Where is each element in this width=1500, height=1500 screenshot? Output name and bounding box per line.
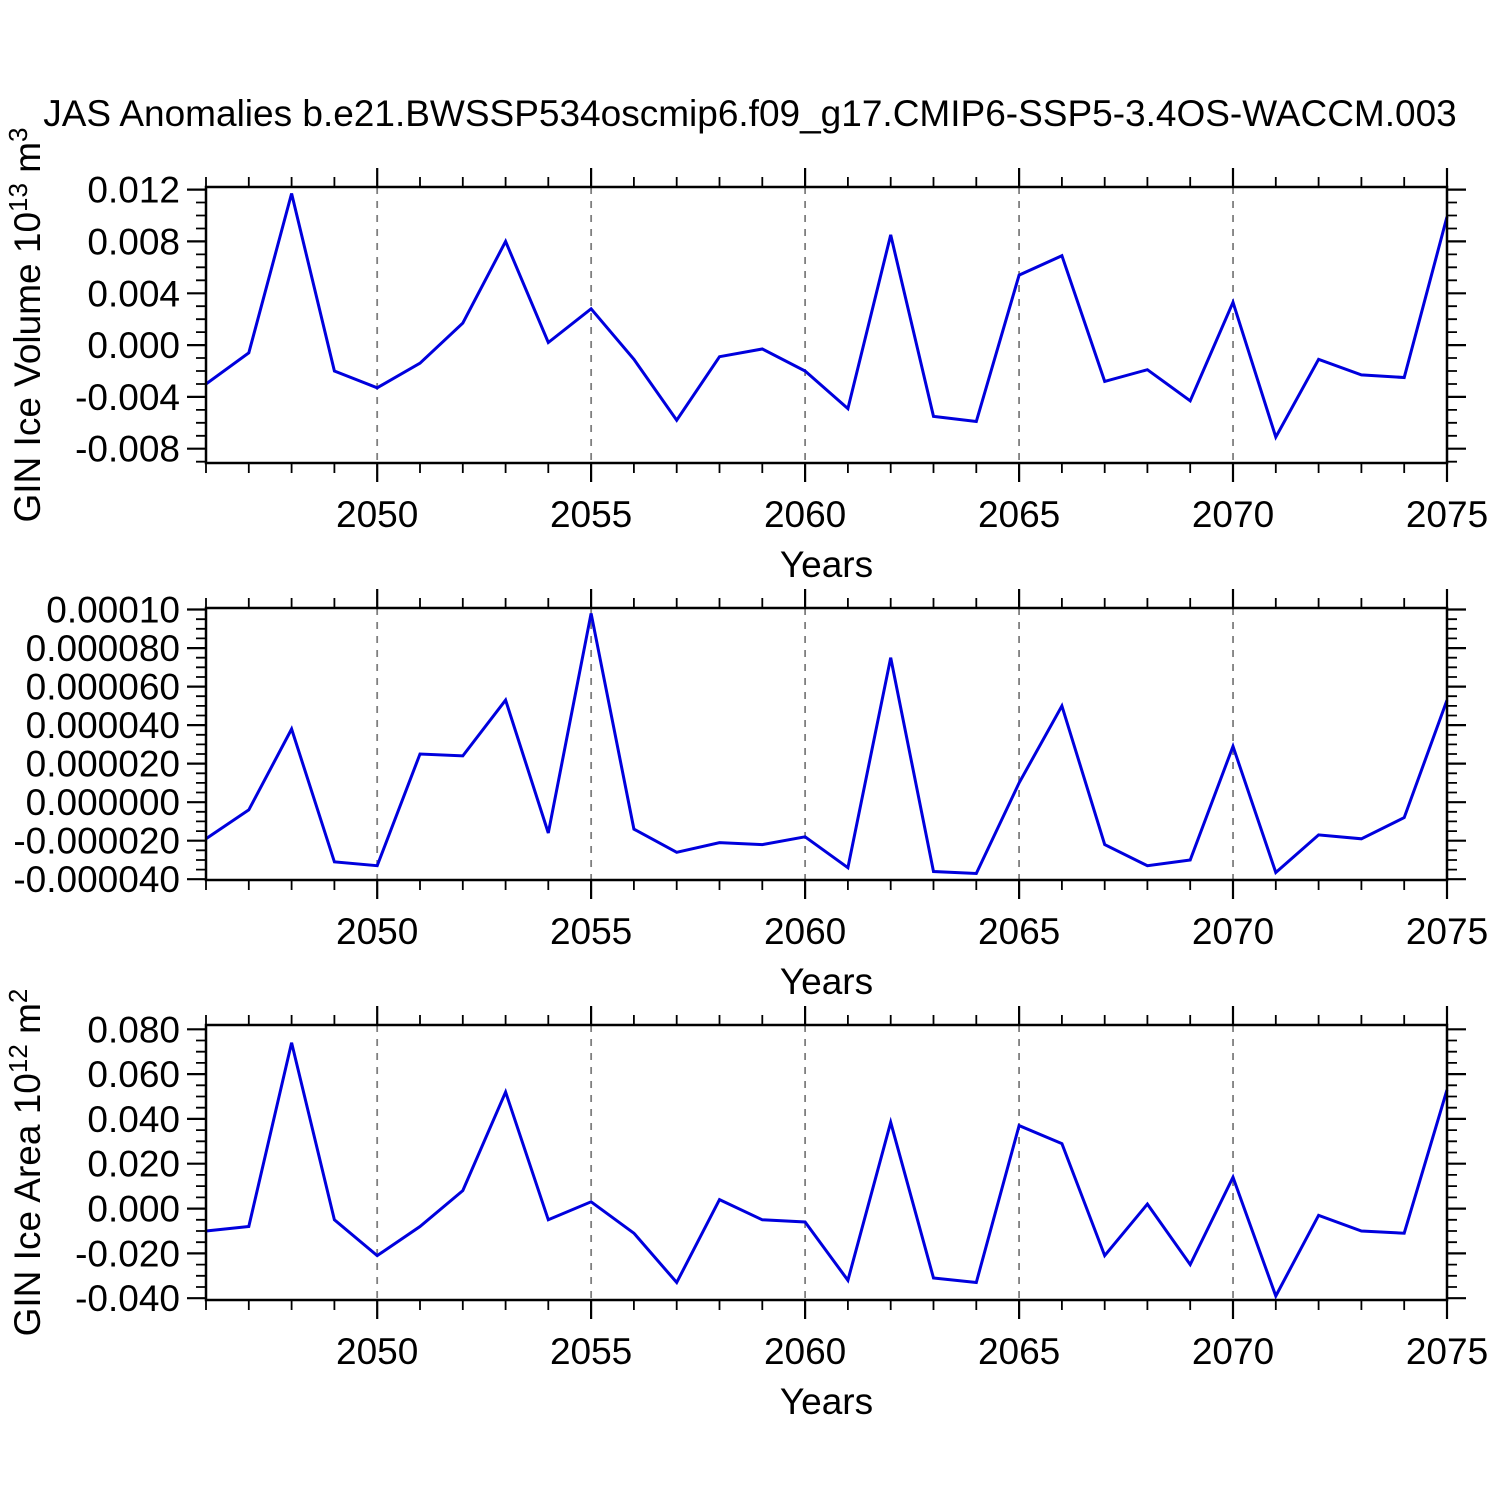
minor-ticks [196, 1015, 1457, 1310]
x-tick-label: 2075 [1406, 1331, 1488, 1372]
x-tick-label: 2055 [550, 911, 632, 952]
major-ticks [187, 589, 1466, 899]
x-tick-label: 2055 [550, 1331, 632, 1372]
x-tick-label: 2060 [764, 911, 846, 952]
panel-gin-ice-middle-series: 2050 2055 2060 2065 2070 20750.000100.0000800… [13, 589, 1488, 1002]
y-axis-title-superscript: 12 [3, 1044, 33, 1073]
x-tick-label: 2050 [336, 911, 418, 952]
x-axis-title: Years [780, 1381, 873, 1422]
plot-frame [204, 1023, 1449, 1302]
y-axis-title-superscript: 3 [3, 127, 33, 141]
y-axis-title: GIN Ice Volume 1013 m3 [3, 127, 48, 522]
y-axis-title-text: m [7, 1003, 48, 1044]
y-tick-label: 0.000040 [26, 705, 180, 746]
x-tick-label: 2050 [336, 494, 418, 535]
x-tick-label: 2055 [550, 494, 632, 535]
chart-title: JAS Anomalies b.e21.BWSSP534oscmip6.f09_… [43, 93, 1457, 134]
y-axis-title: GIN Ice Area 1012 m2 [3, 989, 48, 1337]
major-ticks [187, 1006, 1466, 1319]
x-tick-label: 2060 [764, 494, 846, 535]
x-tick-label: 2065 [978, 911, 1060, 952]
x-axis-title: Years [780, 961, 873, 1002]
data-line [205, 1042, 1449, 1300]
y-tick-label: 0.012 [87, 170, 180, 211]
y-axis-title-text: m [7, 142, 48, 183]
plot-frame [204, 185, 1449, 465]
y-tick-label: 0.00010 [46, 590, 180, 631]
x-tick-label: 2075 [1406, 911, 1488, 952]
y-tick-label: 0.008 [87, 221, 180, 262]
y-tick-label: 0.000 [87, 325, 180, 366]
y-tick-label: -0.000020 [13, 821, 180, 862]
y-axis-title-text: GIN Ice Area 10 [7, 1073, 48, 1336]
data-line [205, 613, 1449, 876]
plot-frame [204, 606, 1449, 882]
y-tick-label: 0.000000 [26, 782, 180, 823]
minor-ticks [196, 598, 1457, 890]
x-tick-label: 2050 [336, 1331, 418, 1372]
y-axis-title-superscript: 2 [3, 989, 33, 1003]
x-tick-label: 2060 [764, 1331, 846, 1372]
y-tick-label: -0.000040 [13, 859, 180, 900]
y-tick-label: -0.040 [75, 1278, 180, 1319]
data-line [205, 193, 1449, 441]
y-axis-title-superscript: 13 [3, 183, 33, 212]
y-tick-label: 0.000 [87, 1189, 180, 1230]
panel-gin-ice-volume: 2050 2055 2060 2065 2070 2075 0.012 0.008 0.004 0… [3, 127, 1488, 585]
y-tick-label: -0.004 [75, 377, 180, 418]
y-tick-label: 0.080 [87, 1009, 180, 1050]
minor-ticks [196, 177, 1457, 473]
y-tick-label: 0.000080 [26, 628, 180, 669]
y-tick-label: -0.008 [75, 429, 180, 470]
y-axis-title-text: GIN Ice Volume 10 [7, 212, 48, 523]
x-tick-label: 2065 [978, 1331, 1060, 1372]
x-axis-title: Years [780, 544, 873, 585]
y-tick-label: 0.004 [87, 273, 180, 314]
major-ticks [187, 168, 1466, 482]
y-tick-label: 0.000020 [26, 744, 180, 785]
panel-gin-ice-area: 2050 2055 2060 2065 2070 20750.0800.0600.0400… [3, 989, 1488, 1422]
y-tick-label: -0.020 [75, 1233, 180, 1274]
y-tick-label: 0.060 [87, 1054, 180, 1095]
x-tick-label: 2065 [978, 494, 1060, 535]
y-tick-label: 0.000060 [26, 667, 180, 708]
x-tick-label: 2070 [1192, 494, 1274, 535]
x-tick-label: 2070 [1192, 1331, 1274, 1372]
x-tick-label: 2075 [1406, 494, 1488, 535]
y-tick-label: 0.020 [87, 1144, 180, 1185]
x-tick-label: 2070 [1192, 911, 1274, 952]
y-tick-label: 0.040 [87, 1099, 180, 1140]
